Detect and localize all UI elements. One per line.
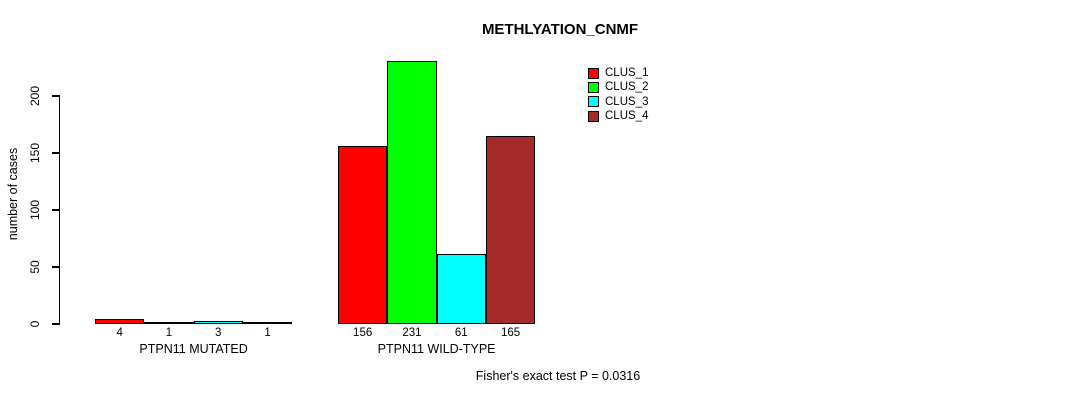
bar-value-label: 156: [353, 327, 373, 339]
legend-swatch-icon: [588, 81, 599, 93]
legend-label: CLUS_4: [605, 110, 649, 123]
bar-CLUS_4-group1: [242, 322, 293, 324]
x-category-label: PTPN11 WILD-TYPE: [377, 342, 496, 356]
legend-swatch-icon: [588, 67, 599, 79]
y-tick-label: 100: [28, 199, 42, 221]
legend-swatch-icon: [588, 96, 599, 108]
bar-value-label: 3: [215, 327, 222, 339]
bar-value-label: 61: [454, 327, 468, 339]
bar-CLUS_2-group2: [387, 60, 437, 324]
y-tick-label: 150: [28, 142, 42, 164]
legend-label: CLUS_3: [605, 95, 649, 108]
y-axis-label: number of cases: [6, 147, 20, 241]
bar-CLUS_1-group1: [95, 319, 145, 324]
bar-CLUS_3-group1: [193, 320, 243, 324]
legend-label: CLUS_2: [605, 81, 649, 94]
legend: CLUS_1 CLUS_2 CLUS_3 CLUS_4: [588, 66, 648, 123]
legend-swatch-icon: [588, 110, 599, 122]
bar-CLUS_2-group1: [144, 322, 194, 324]
bar-value-label: 231: [402, 327, 422, 339]
bar-value-label: 1: [264, 327, 271, 339]
y-tick-mark: [52, 209, 60, 211]
bar-CLUS_1-group2: [338, 146, 388, 324]
legend-item-CLUS_1: CLUS_1: [588, 66, 648, 80]
legend-item-CLUS_4: CLUS_4: [588, 109, 648, 123]
legend-label: CLUS_1: [605, 67, 649, 80]
y-tick-label: 200: [28, 85, 42, 107]
bar-CLUS_3-group2: [436, 254, 486, 324]
y-tick-mark: [52, 323, 60, 325]
bar-value-label: 1: [165, 327, 173, 339]
annotation-text: Fisher's exact test P = 0.0316: [475, 369, 641, 383]
y-tick-label: 50: [28, 260, 42, 274]
bar-CLUS_4-group2: [485, 135, 536, 324]
x-category-label: PTPN11 MUTATED: [139, 342, 248, 356]
legend-item-CLUS_2: CLUS_2: [588, 80, 648, 94]
bar-value-label: 4: [116, 327, 123, 339]
y-tick-mark: [52, 152, 60, 154]
y-tick-mark: [52, 95, 60, 97]
y-tick-mark: [52, 266, 60, 268]
y-tick-label: 0: [28, 320, 42, 328]
chart-title: METHLYATION_CNMF: [481, 21, 639, 38]
legend-item-CLUS_3: CLUS_3: [588, 95, 648, 109]
bar-value-label: 165: [500, 327, 521, 339]
